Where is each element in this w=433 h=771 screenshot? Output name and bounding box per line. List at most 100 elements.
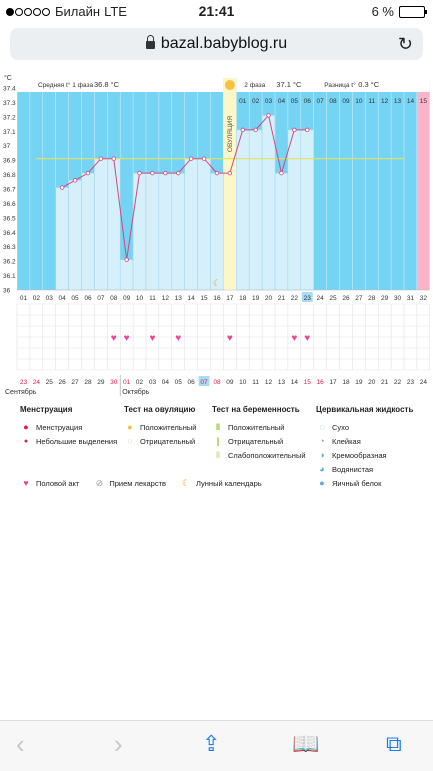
temperature-point [292, 127, 297, 133]
temperature-point [163, 170, 168, 176]
calendar-date: 19 [355, 379, 363, 386]
legend-item: Прием лекарств [109, 478, 167, 488]
bbt-chart: °C 37.4 37.3 37.2 37.1 37 36.9 36.8 36.7 36.6 36.5… [3, 74, 431, 396]
temp-bar [261, 115, 276, 291]
carrier: Билайн [55, 4, 101, 19]
signal-icon [6, 4, 51, 19]
moon-icon: ☾ [213, 278, 221, 288]
temperature-point [214, 170, 220, 176]
calendar-date: 01 [123, 379, 131, 386]
lock-icon [145, 35, 155, 49]
calendar-date: 09 [226, 379, 234, 386]
heart-icon: ♥ [304, 333, 310, 344]
legend-item: Яичный белок [332, 478, 382, 488]
y-tick-label: 37.4 [3, 86, 16, 93]
x-day-label: 32 [420, 295, 428, 302]
diff-label: Разница t° [324, 81, 356, 89]
legend-title: Тест на беременность [212, 405, 300, 414]
url-text: bazal.babyblog.ru [160, 35, 288, 52]
temperature-point [85, 170, 91, 176]
share-icon[interactable]: ⇪ [202, 731, 221, 756]
sticky-drop-icon: ◔ [319, 436, 325, 446]
x-day-label: 31 [407, 295, 415, 302]
calendar-date: 30 [110, 379, 118, 386]
calendar-date: 18 [342, 379, 350, 386]
tabs-icon[interactable]: ⧉ [386, 731, 402, 756]
y-tick-label: 37.2 [3, 114, 16, 121]
x-day-label: 07 [97, 295, 105, 302]
temp-bar [171, 172, 185, 291]
temp-bar [274, 172, 289, 291]
phase2-day-label: 06 [304, 98, 312, 105]
forward-icon[interactable]: › [114, 729, 123, 759]
calendar-date: 10 [239, 379, 247, 386]
diff-value: 0.3 °C [358, 80, 380, 89]
calendar-date: 14 [291, 379, 299, 386]
x-day-label: 14 [188, 295, 196, 302]
reload-icon[interactable]: ↻ [397, 34, 413, 54]
phase2-day-label: 09 [342, 98, 350, 105]
x-day-label: 04 [59, 295, 67, 302]
heart-icon: ♥ [175, 333, 181, 344]
temp-bar [184, 158, 198, 291]
egg-white-drop-icon: ● [319, 478, 325, 488]
calendar-date: 22 [394, 379, 402, 386]
legend-title: Тест на овуляцию [124, 405, 196, 414]
phase2-day-label: 12 [381, 98, 389, 105]
x-day-label: 03 [46, 295, 54, 302]
phase2-day-label: 15 [420, 98, 428, 105]
y-tick-label: 36.5 [3, 215, 16, 222]
temperature-point [111, 156, 116, 161]
temp-bar [236, 129, 250, 291]
moon-icon: ☾ [181, 477, 191, 488]
legend-menstruation: Менструация ● Менструация ● Небольшие выде… [20, 405, 117, 448]
calendar-date: 11 [252, 379, 259, 386]
legend-title: Менструация [20, 405, 73, 414]
y-tick-label: 36.7 [3, 187, 16, 194]
bookmarks-icon[interactable]: 📖 [292, 731, 320, 756]
calendar-today-highlight [198, 376, 210, 386]
temperature-point [72, 178, 78, 183]
temp-bar [300, 129, 314, 291]
calendar-date: 12 [265, 379, 273, 386]
legend-item: Слабоположительный [228, 450, 306, 460]
calendar-date: 24 [420, 379, 428, 386]
x-day-label: 29 [381, 295, 389, 302]
y-tick-label: 36 [3, 288, 11, 295]
address-bar[interactable]: bazal.babyblog.ru ↻ [10, 28, 423, 60]
calendar-date: 29 [97, 379, 105, 386]
temperature-point [240, 127, 245, 133]
today-highlight [301, 292, 313, 302]
x-day-label: 23 [304, 295, 312, 302]
battery-percent: 6 % [371, 4, 394, 19]
x-day-label: 02 [33, 295, 41, 302]
legend-item: Клейкая [332, 436, 361, 446]
temp-bar [132, 172, 147, 291]
ovulation-label: ОВУЛЯЦИЯ [227, 116, 234, 153]
x-day-label: 21 [278, 295, 286, 302]
x-day-label: 27 [355, 295, 363, 302]
legend-item: Водянистая [332, 464, 374, 474]
legend-title: Цервикальная жидкость [316, 405, 414, 414]
temperature-point [188, 156, 194, 161]
back-icon[interactable]: ‹ [16, 729, 25, 759]
temp-bar [81, 172, 95, 291]
x-day-label: 17 [226, 295, 234, 302]
calendar-date: 25 [46, 379, 54, 386]
calendar-date: 04 [162, 379, 170, 386]
legend-ovulation-test: Тест на овуляцию ● Положительный ○ Отрицат… [124, 405, 196, 448]
x-day-label: 26 [342, 295, 350, 302]
temperature-point [124, 257, 129, 262]
temperature-point [176, 170, 181, 176]
temperature-point [253, 127, 258, 133]
calendar-date: 07 [200, 379, 208, 386]
calendar-date: 21 [381, 379, 389, 386]
heart-icon: ♥ [291, 333, 297, 344]
single-bar-icon: | [216, 436, 220, 446]
heart-icon: ♥ [149, 333, 155, 344]
x-day-label: 08 [110, 295, 118, 302]
x-day-label: 30 [394, 295, 402, 302]
phase1-value: 36.8 °C [94, 80, 120, 89]
heart-icon: ♥ [23, 478, 29, 488]
phase1-label: Средняя t° 1 фаза [38, 81, 94, 89]
